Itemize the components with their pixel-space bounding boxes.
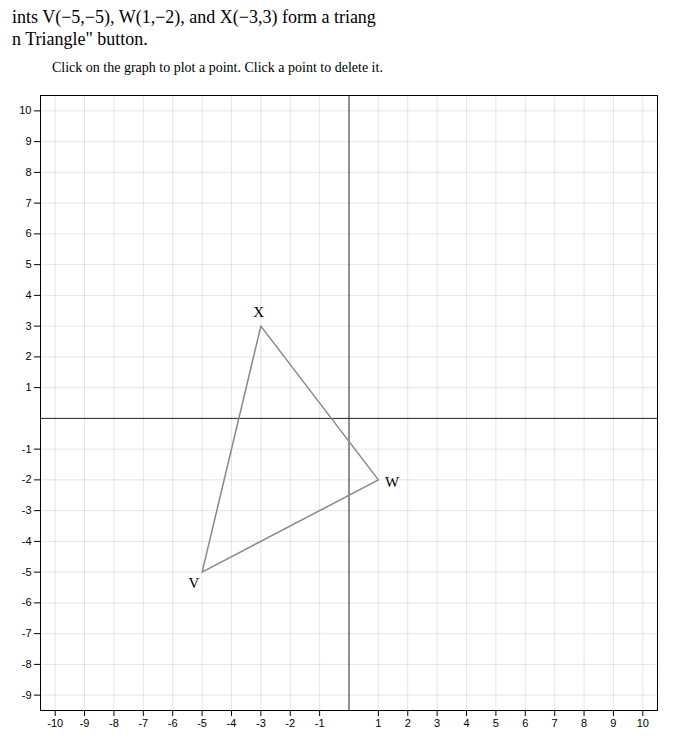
svg-text:10: 10	[19, 104, 31, 116]
svg-text:-8: -8	[22, 658, 32, 670]
svg-text:3: 3	[434, 717, 440, 729]
svg-text:5: 5	[493, 717, 499, 729]
svg-text:2: 2	[405, 717, 411, 729]
svg-text:-3: -3	[22, 504, 32, 516]
svg-text:W: W	[385, 474, 400, 490]
svg-text:-5: -5	[22, 566, 32, 578]
svg-text:9: 9	[25, 135, 31, 147]
svg-text:8: 8	[25, 166, 31, 178]
svg-text:7: 7	[25, 197, 31, 209]
svg-text:7: 7	[552, 717, 558, 729]
svg-text:-3: -3	[256, 717, 266, 729]
svg-text:-9: -9	[22, 689, 32, 701]
svg-text:-2: -2	[22, 473, 32, 485]
svg-text:9: 9	[610, 717, 616, 729]
svg-text:3: 3	[25, 320, 31, 332]
svg-text:1: 1	[375, 717, 381, 729]
svg-text:8: 8	[581, 717, 587, 729]
svg-text:-10: -10	[47, 717, 63, 729]
html-text:ints V(−5,−5), W(1,−2), and X(: ints V(−5,−5), W(1,−2), and X(−3,3) form…	[12, 7, 376, 27]
svg-text:-5: -5	[197, 717, 207, 729]
svg-text:-6: -6	[22, 596, 32, 608]
html-text:Click on the graph to plot a p: Click on the graph to plot a point. Clic…	[52, 60, 383, 75]
svg-text:4: 4	[25, 289, 31, 301]
svg-text:10: 10	[637, 717, 649, 729]
svg-text:-7: -7	[22, 627, 32, 639]
svg-text:4: 4	[463, 717, 469, 729]
svg-text:V: V	[188, 575, 199, 591]
html-text:n Triangle" button.: n Triangle" button.	[12, 29, 148, 49]
svg-text:2: 2	[25, 350, 31, 362]
svg-text:-1: -1	[315, 717, 325, 729]
svg-text:-9: -9	[80, 717, 90, 729]
svg-text:-4: -4	[227, 717, 237, 729]
svg-text:-8: -8	[109, 717, 119, 729]
svg-text:-7: -7	[138, 717, 148, 729]
svg-text:-2: -2	[285, 717, 295, 729]
svg-text:6: 6	[522, 717, 528, 729]
svg-text:6: 6	[25, 227, 31, 239]
svg-text:-6: -6	[168, 717, 178, 729]
svg-text:1: 1	[25, 381, 31, 393]
svg-text:-4: -4	[22, 535, 32, 547]
svg-text:X: X	[253, 304, 264, 320]
svg-text:-1: -1	[22, 443, 32, 455]
svg-text:5: 5	[25, 258, 31, 270]
